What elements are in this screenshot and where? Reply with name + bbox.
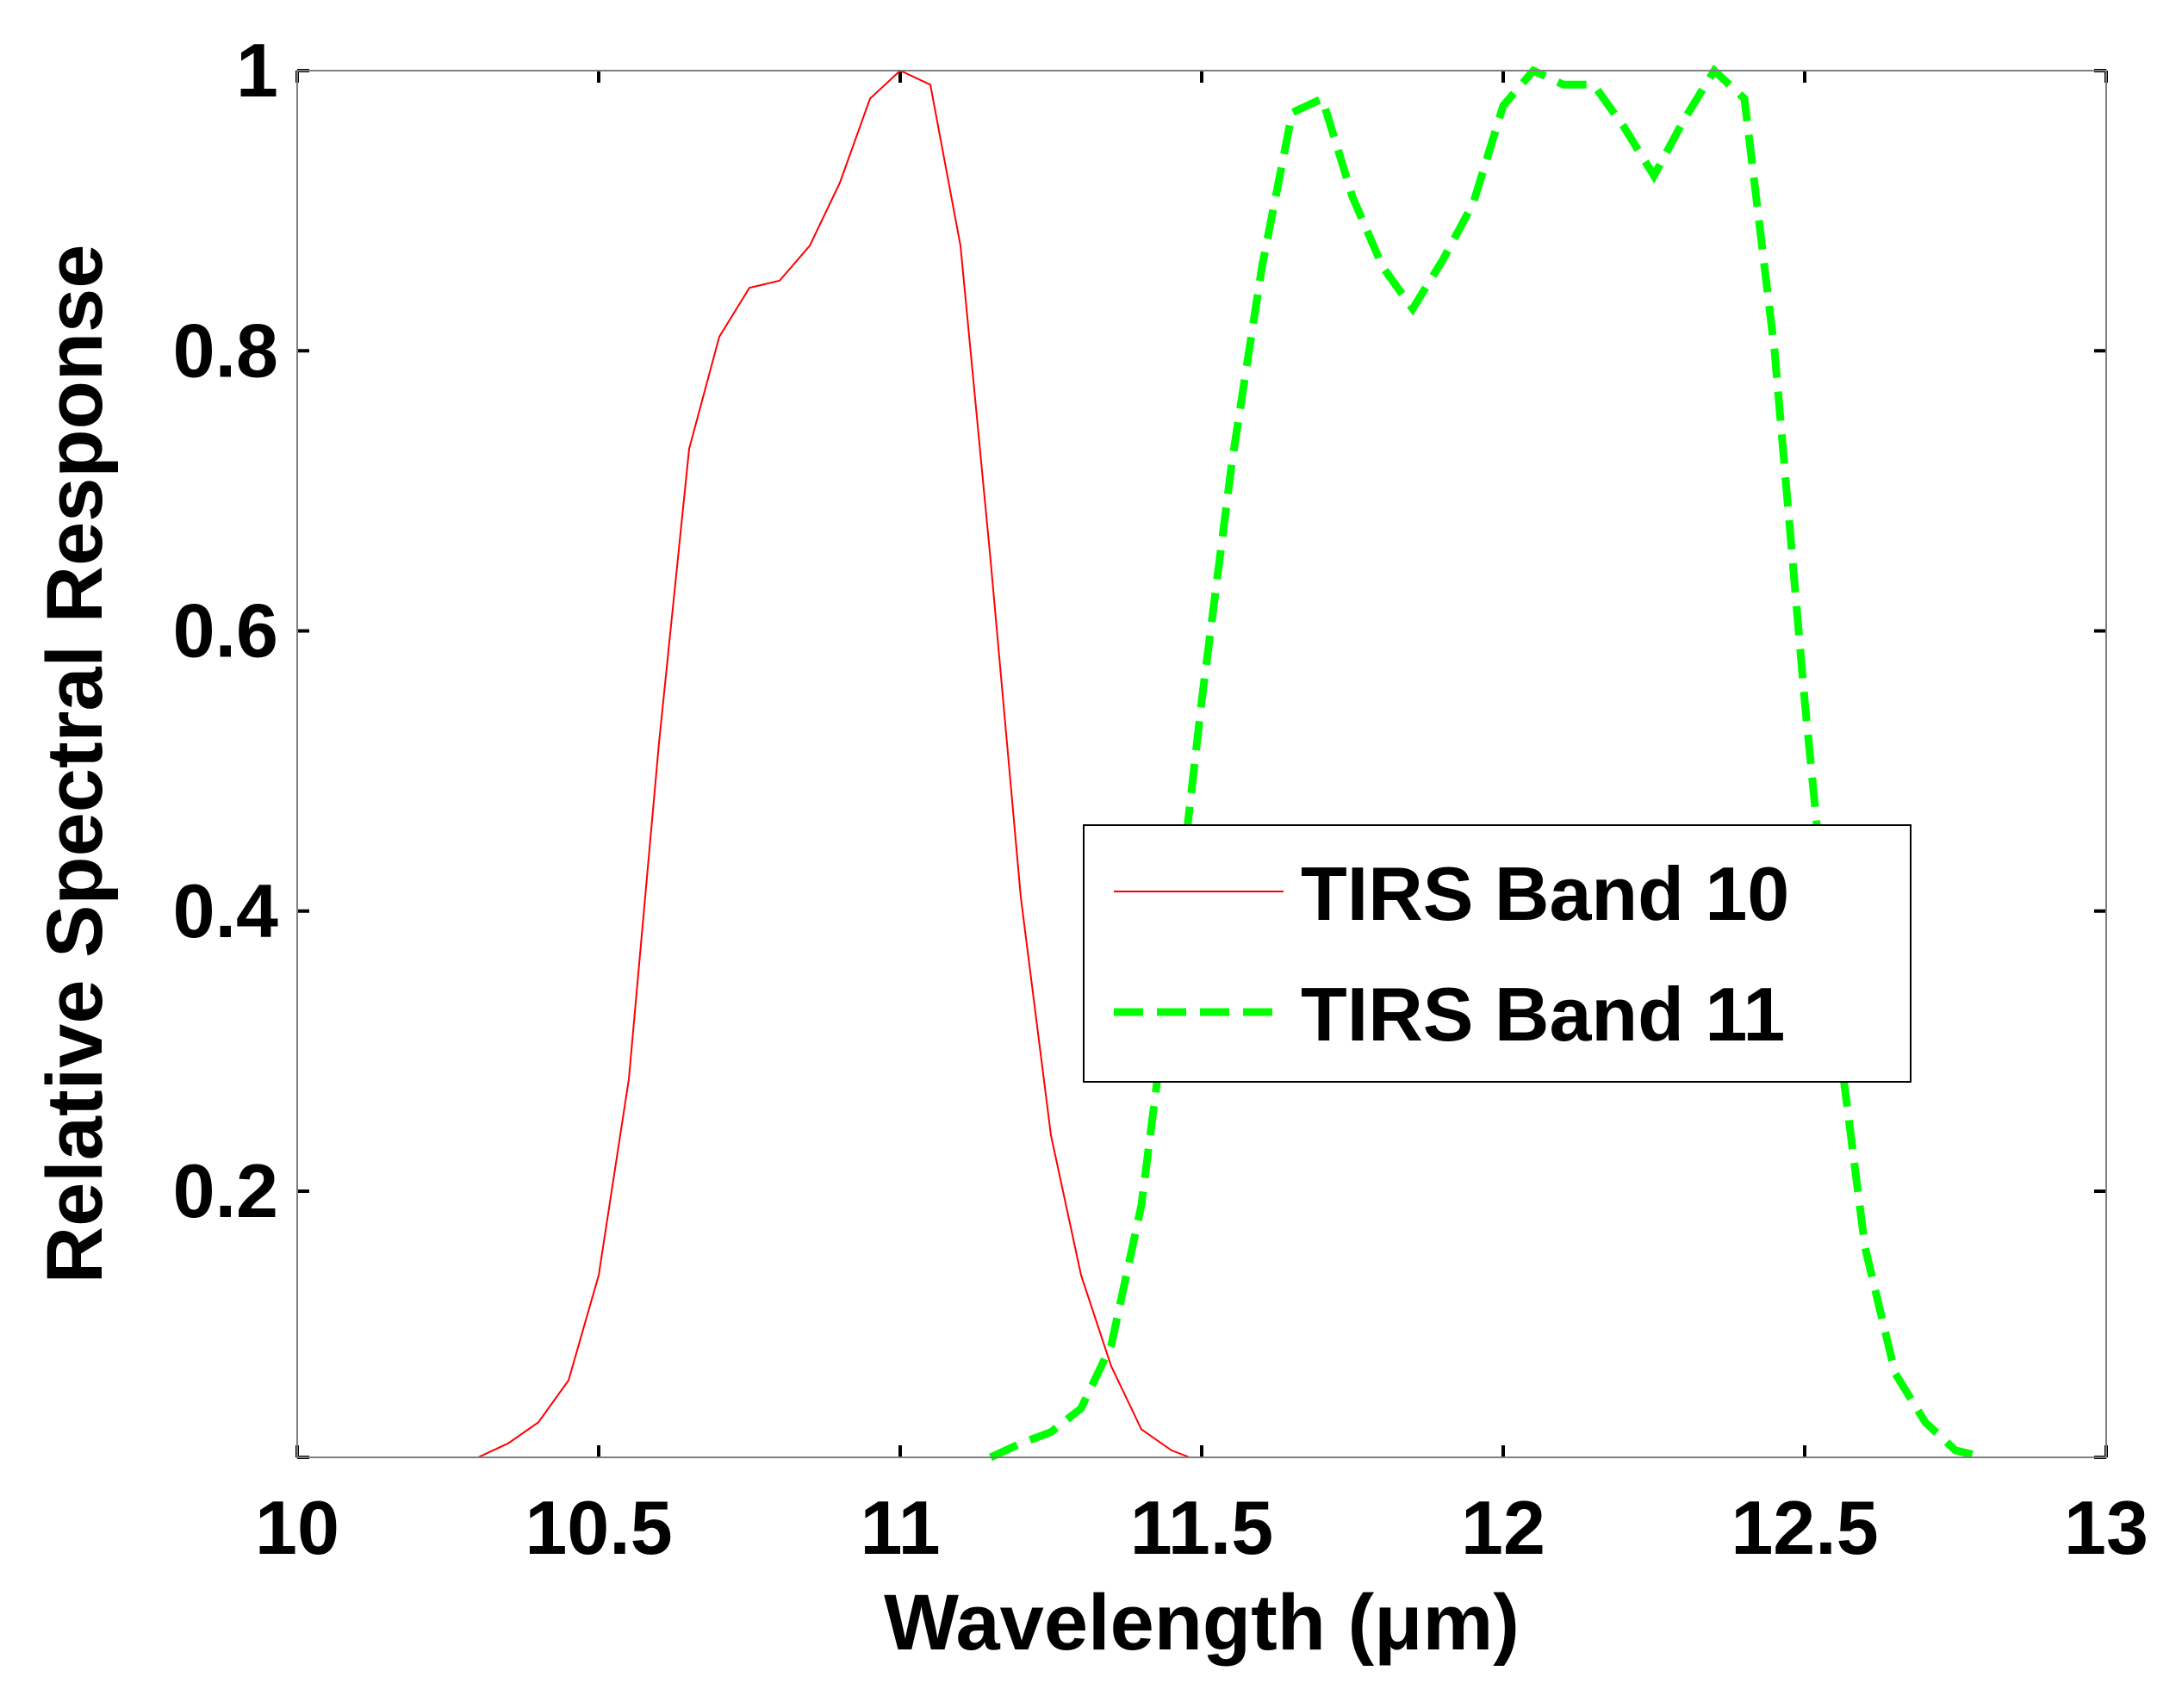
legend-label-band10: TIRS Band 10 (1301, 851, 1789, 936)
legend-box (1083, 824, 1912, 1083)
x-tick-label: 10 (255, 1485, 339, 1570)
x-tick-label: 12.5 (1731, 1485, 1878, 1570)
legend-label-band11: TIRS Band 11 (1301, 972, 1785, 1057)
y-tick-label: 0.8 (173, 307, 278, 393)
x-axis-label: Wavelength (μm) (884, 1579, 1520, 1667)
legend: TIRS Band 10 TIRS Band 11 (1083, 824, 1912, 1083)
x-tick-label: 10.5 (525, 1485, 672, 1570)
y-tick-label: 0.2 (173, 1148, 278, 1233)
series-line-band11 (989, 64, 1987, 1462)
x-tick-labels: 10 10.5 11 11.5 12 12.5 13 (255, 1485, 2148, 1570)
y-tick-label: 1 (236, 28, 278, 113)
x-tick-label: 11.5 (1130, 1485, 1273, 1570)
y-tick-label: 0.6 (173, 588, 278, 674)
y-tick-labels: 0.2 0.4 0.6 0.8 1 (173, 28, 278, 1233)
plot-frame (296, 70, 2107, 1458)
x-tick-label: 13 (2064, 1485, 2148, 1570)
x-tick-label: 11 (860, 1485, 940, 1570)
plot-area (297, 71, 2106, 1457)
series-lines (477, 64, 1987, 1462)
y-tick-label: 0.4 (173, 868, 278, 953)
x-tick-label: 12 (1461, 1485, 1545, 1570)
y-axis-label: Relative Spectral Response (31, 245, 119, 1284)
